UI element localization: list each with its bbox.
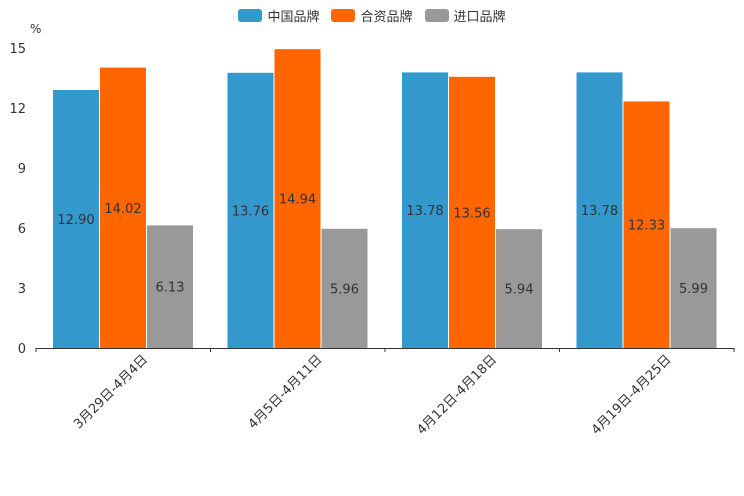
- bar: [670, 228, 717, 348]
- bar: [449, 76, 495, 349]
- y-tick-label: 12: [9, 102, 26, 117]
- bar: [53, 90, 99, 348]
- y-tick-label: 15: [9, 42, 26, 57]
- legend-item-imported[interactable]: 进口品牌: [424, 6, 506, 25]
- legend-swatch-joint-venture: [331, 9, 356, 22]
- bar: [402, 72, 448, 349]
- legend-item-joint-venture[interactable]: 合资品牌: [331, 6, 413, 25]
- legend-label-imported: 进口品牌: [453, 10, 506, 25]
- y-axis-unit: %: [30, 22, 42, 36]
- data-label: 13.76: [232, 204, 269, 219]
- y-tick-label: 0: [18, 342, 26, 357]
- legend-label-joint-venture: 合资品牌: [360, 10, 413, 25]
- legend-label-domestic: 中国品牌: [267, 10, 320, 25]
- bar: [321, 228, 368, 348]
- x-tick-label: 4月19日-4月25日: [589, 352, 675, 438]
- data-label: 14.02: [104, 202, 141, 217]
- legend: 中国品牌 合资品牌 进口品牌: [0, 6, 744, 25]
- bar: [227, 72, 274, 349]
- data-label: 14.94: [279, 193, 316, 208]
- bar: [100, 67, 146, 348]
- y-tick-label: 6: [18, 222, 26, 237]
- data-label: 13.78: [406, 204, 443, 219]
- data-label: 5.99: [679, 282, 708, 297]
- bar: [147, 225, 193, 348]
- x-tick-label: 4月12日-4月18日: [414, 352, 500, 438]
- legend-item-domestic[interactable]: 中国品牌: [238, 6, 319, 25]
- x-tick-label: 3月29日-4月4日: [71, 352, 151, 432]
- bar: [576, 72, 623, 349]
- data-label: 5.96: [330, 282, 359, 297]
- legend-swatch-domestic: [238, 9, 263, 22]
- y-tick-label: 3: [18, 282, 26, 297]
- bar: [274, 49, 321, 348]
- bar: [496, 229, 542, 348]
- data-label: 6.13: [156, 281, 185, 296]
- data-label: 12.90: [57, 213, 94, 228]
- y-tick-label: 9: [18, 162, 26, 177]
- bar: [623, 101, 670, 349]
- legend-swatch-imported: [424, 9, 449, 22]
- data-label: 5.94: [505, 283, 534, 298]
- data-label: 13.78: [581, 204, 618, 219]
- data-label: 13.56: [453, 206, 490, 221]
- x-tick-label: 4月5日-4月11日: [246, 352, 326, 432]
- data-label: 12.33: [628, 219, 665, 234]
